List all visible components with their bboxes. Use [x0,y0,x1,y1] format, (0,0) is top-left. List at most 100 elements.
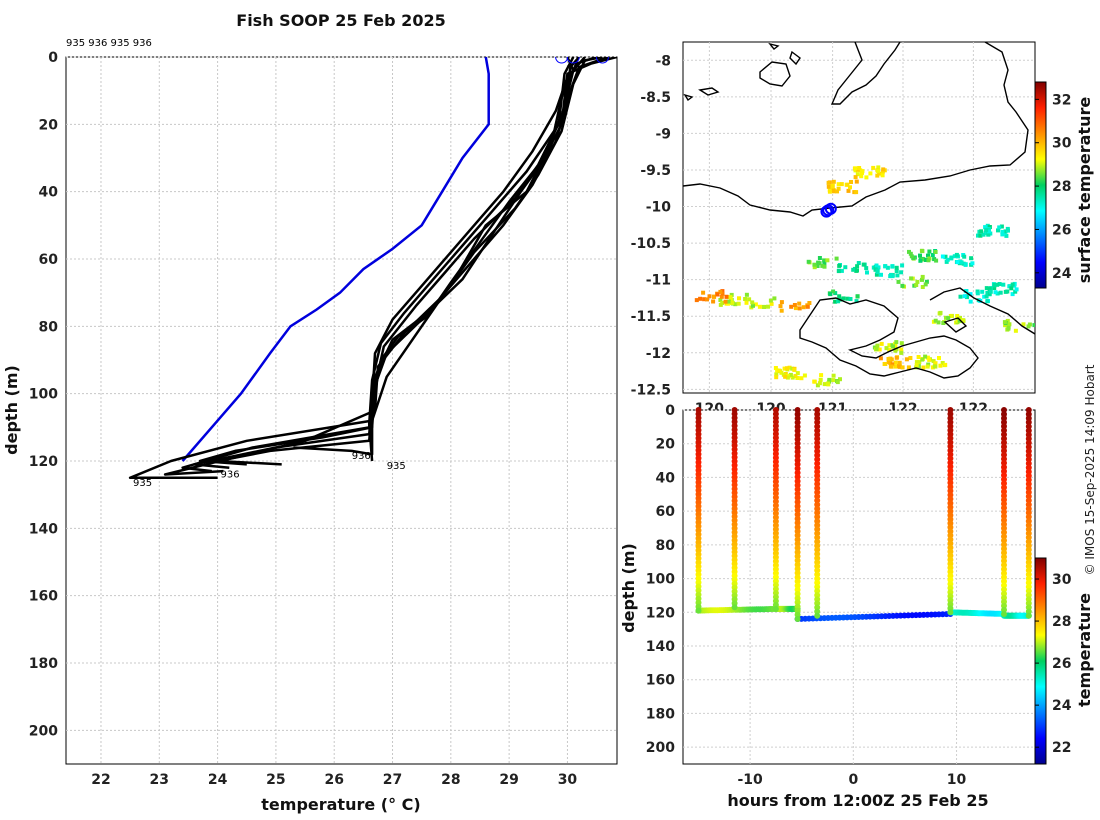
map-y-tick: -11 [646,273,671,289]
sst-pixel [855,264,860,269]
map-colorbar-tick: 28 [1052,179,1071,195]
sst-pixel [835,189,839,194]
profiles-x-tick: 29 [499,772,518,788]
sst-pixel [846,188,851,193]
sst-pixel [777,368,782,373]
sst-pixel [1009,286,1014,291]
cast-sample [1025,411,1032,418]
cast-sample [814,596,821,603]
coast-island-4 [683,93,694,102]
cast-sample [947,552,954,559]
cast-sample [814,612,821,619]
sst-pixel [960,318,965,323]
sst-pixel [779,370,784,375]
section-x-tick: 0 [848,772,858,788]
cast-sample [1001,606,1007,613]
sst-pixel [854,190,859,195]
cast-sample [947,576,954,583]
cast-sample [1001,504,1007,511]
sst-pixel [874,263,879,268]
sst-pixel [952,254,957,259]
sst-pixel [790,366,795,371]
cast-sample [1025,513,1032,520]
sst-pixel [711,299,716,304]
sst-pixel [943,362,948,367]
sst-pixel [836,299,841,304]
cast-sample [814,575,821,582]
credit-text: © IMOS 15-Sep-2025 14:09 Hobart [1083,364,1097,575]
map-y-tick: -10 [646,200,672,216]
sst-pixel [707,294,712,299]
cast-sample [794,440,801,447]
profiles-y-tick: 160 [29,589,58,605]
cast-sample [1025,542,1032,549]
cast-sample [814,489,821,496]
sst-pixel [881,167,886,172]
section-y-tick: 80 [656,538,676,554]
sst-pixel [772,296,777,301]
sst-pixel [1026,324,1031,329]
cast-sample [794,540,801,547]
sst-pixel [712,294,717,299]
cast-sample [814,551,821,557]
section-x-tick: -10 [737,772,763,788]
section-y-ticks: 0 20 40 60 80 100 120 140 160 180 200 [646,403,675,756]
cast-sample [814,579,821,586]
cast-sample [794,465,801,472]
profiles-x-tick: 22 [91,772,110,788]
sst-pixel [831,373,836,378]
cast-sample [814,559,821,566]
cast-sample [814,567,821,574]
cast-sample [794,549,801,556]
sst-pixel [890,264,895,269]
cast-sample [814,604,821,611]
cast-sample [814,448,821,455]
sst-pixel [744,300,749,305]
sst-pixel [941,321,946,325]
cast-sample [1025,439,1032,446]
sst-pixel [874,272,879,277]
map-y-tick: -10.5 [631,236,671,252]
cast-sample [794,565,801,572]
climatology-line [181,57,490,462]
sst-pixel [1010,282,1015,287]
cast-sample [794,532,801,539]
sst-pixel [984,286,989,291]
coast-island-2 [789,50,801,66]
cast-sample [1025,497,1032,504]
section-colorbar-tick: 22 [1052,740,1071,756]
cast-sample [1025,563,1032,570]
sst-pixel [864,175,869,180]
sst-pixel [1021,322,1026,327]
cast-sample [1001,447,1007,454]
sst-pixel [845,182,850,187]
sst-pixel [965,294,970,299]
sst-pixel [891,344,896,349]
cast-sample [1001,480,1007,487]
sst-pixel [985,299,990,304]
sst-pixel [775,368,780,373]
sst-pixel [925,364,930,369]
sst-pixel [992,282,997,287]
cast-sample [814,439,821,446]
figure-title: Fish SOOP 25 Feb 2025 [236,11,445,30]
sst-pixel [880,173,885,178]
sst-pixel [702,297,707,302]
cast-sample [1025,415,1032,422]
cast-sample [794,503,801,510]
sst-pixel [874,347,879,351]
section-y-tick: 40 [656,470,676,486]
cast-sample [794,499,801,505]
sst-pixel [856,261,861,265]
cast-sample [947,532,954,539]
profiles-y-tick: 20 [39,117,59,133]
cast-sample [794,461,801,468]
cast-sample [794,582,801,589]
sst-pixel [906,365,911,370]
cast-sample [947,516,954,523]
map-y-tick: -12 [646,346,671,362]
sst-pixel [1003,229,1008,234]
cast-sample [1025,588,1032,594]
sst-pixel [927,357,932,362]
cast-sample [794,469,801,476]
